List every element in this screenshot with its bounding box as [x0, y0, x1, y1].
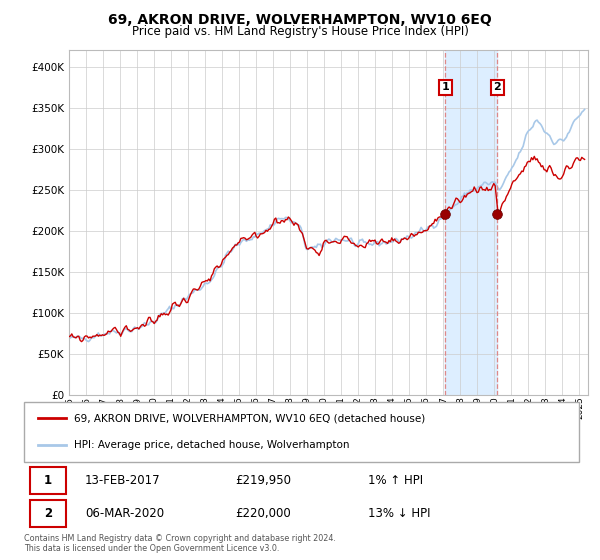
- Text: 1: 1: [442, 82, 449, 92]
- Text: 2: 2: [44, 507, 52, 520]
- FancyBboxPatch shape: [29, 500, 65, 526]
- Text: £219,950: £219,950: [235, 474, 291, 487]
- FancyBboxPatch shape: [29, 468, 65, 494]
- Text: HPI: Average price, detached house, Wolverhampton: HPI: Average price, detached house, Wolv…: [74, 440, 349, 450]
- Text: 13% ↓ HPI: 13% ↓ HPI: [368, 507, 431, 520]
- Text: 06-MAR-2020: 06-MAR-2020: [85, 507, 164, 520]
- Text: 69, AKRON DRIVE, WOLVERHAMPTON, WV10 6EQ: 69, AKRON DRIVE, WOLVERHAMPTON, WV10 6EQ: [108, 13, 492, 27]
- Text: This data is licensed under the Open Government Licence v3.0.: This data is licensed under the Open Gov…: [24, 544, 280, 553]
- Bar: [445, 50, 497, 395]
- FancyBboxPatch shape: [24, 402, 579, 462]
- Text: Price paid vs. HM Land Registry's House Price Index (HPI): Price paid vs. HM Land Registry's House …: [131, 25, 469, 39]
- Text: Contains HM Land Registry data © Crown copyright and database right 2024.: Contains HM Land Registry data © Crown c…: [24, 534, 336, 543]
- Text: 2: 2: [493, 82, 501, 92]
- Text: 1% ↑ HPI: 1% ↑ HPI: [368, 474, 423, 487]
- Text: £220,000: £220,000: [235, 507, 290, 520]
- Text: 1: 1: [44, 474, 52, 487]
- Text: 69, AKRON DRIVE, WOLVERHAMPTON, WV10 6EQ (detached house): 69, AKRON DRIVE, WOLVERHAMPTON, WV10 6EQ…: [74, 413, 425, 423]
- Text: 13-FEB-2017: 13-FEB-2017: [85, 474, 161, 487]
